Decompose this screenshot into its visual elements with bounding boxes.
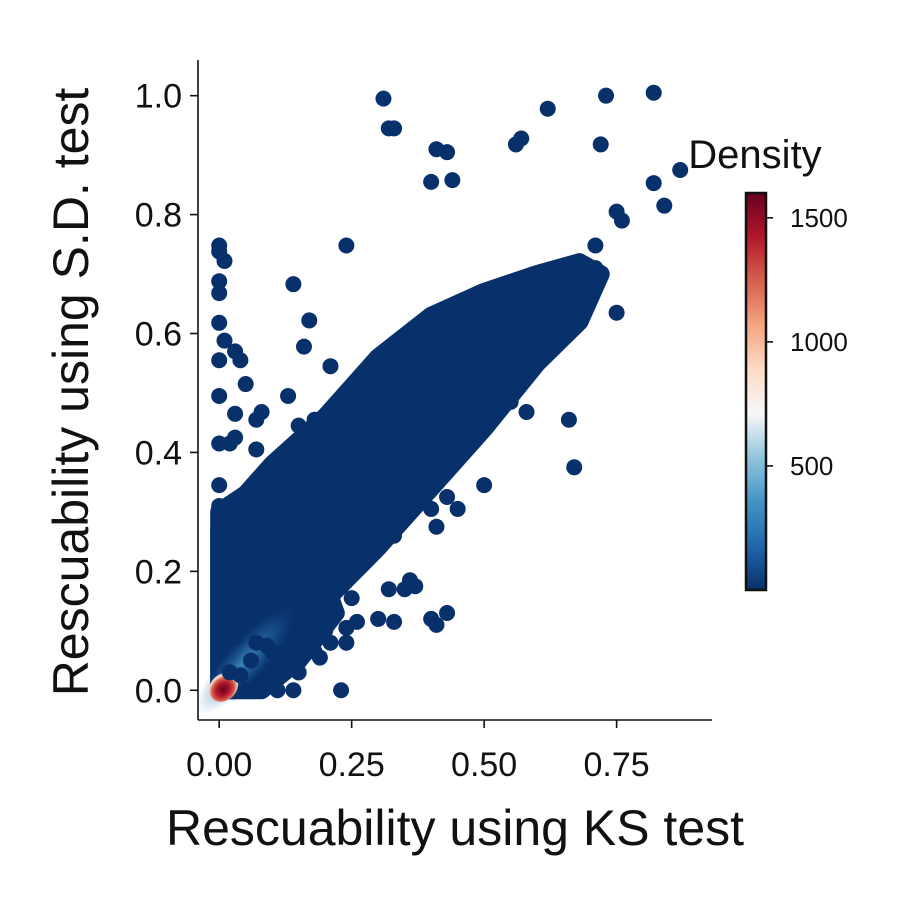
scatter-point xyxy=(227,628,244,645)
scatter-point xyxy=(566,459,583,476)
scatter-point xyxy=(237,521,254,538)
scatter-point xyxy=(269,682,286,699)
y-axis-title: Rescuability using S.D. test xyxy=(43,88,99,697)
scatter-point xyxy=(280,387,297,404)
scatter-point xyxy=(513,130,530,147)
scatter-point xyxy=(216,252,233,269)
colorbar-tick-label: 1500 xyxy=(790,203,848,233)
scatter-point xyxy=(587,260,604,277)
colorbar-tick-label: 500 xyxy=(790,451,833,481)
scatter-point xyxy=(333,682,350,699)
scatter-point xyxy=(338,634,355,651)
scatter-point xyxy=(211,352,228,369)
scatter-point xyxy=(645,84,662,101)
scatter-point xyxy=(211,477,228,494)
scatter-point xyxy=(322,358,339,375)
scatter-point xyxy=(211,497,228,514)
scatter-point xyxy=(253,404,270,420)
scatter-point xyxy=(232,667,249,684)
x-tick-label: 0.00 xyxy=(186,746,252,784)
scatter-point xyxy=(645,175,662,192)
y-tick-label: 0.6 xyxy=(135,316,182,354)
scatter-point xyxy=(396,581,413,598)
scatter-point xyxy=(386,120,403,137)
scatter-point xyxy=(290,417,307,434)
scatter-point xyxy=(211,285,228,302)
colorbar-tick-label: 1000 xyxy=(790,327,848,357)
scatter-point xyxy=(423,173,440,190)
scatter-point xyxy=(592,136,609,153)
scatter-point xyxy=(290,664,307,681)
scatter-point xyxy=(322,634,339,651)
scatter-point xyxy=(444,172,461,189)
scatter-point xyxy=(439,489,456,506)
scatter-point xyxy=(248,441,265,458)
scatter-point xyxy=(216,332,233,349)
scatter-point xyxy=(295,338,312,355)
x-tick-label: 0.75 xyxy=(584,746,650,784)
scatter-point xyxy=(449,500,466,517)
axes: Rescuability using KS test Rescuability … xyxy=(43,60,744,856)
scatter-point xyxy=(380,581,397,598)
y-tick-label: 0.8 xyxy=(135,197,182,235)
scatter-point xyxy=(672,162,689,178)
scatter-point xyxy=(253,682,270,699)
scatter-point xyxy=(285,276,302,293)
scatter-point xyxy=(560,411,577,428)
scatter-point xyxy=(502,393,519,410)
scatter-point xyxy=(211,273,228,290)
scatter-point xyxy=(370,610,387,627)
scatter-point xyxy=(423,500,440,517)
scatter-point xyxy=(242,652,259,669)
scatter-point xyxy=(386,527,403,544)
colorbar-gradient xyxy=(744,191,768,592)
scatter-point xyxy=(237,376,254,393)
x-tick-label: 0.25 xyxy=(319,746,385,784)
colorbar-title: Density xyxy=(688,133,821,177)
scatter-point xyxy=(269,494,286,511)
scatter-point xyxy=(311,649,328,666)
scatter-point xyxy=(227,429,244,446)
y-tick-label: 0.0 xyxy=(135,672,182,710)
scatter-point xyxy=(242,610,259,627)
scatter-point xyxy=(608,304,625,321)
scatter-point xyxy=(539,100,556,117)
scatter-point xyxy=(306,411,323,428)
scatter-point xyxy=(518,404,535,420)
scatter-point xyxy=(428,616,445,633)
scatter-point xyxy=(348,613,365,630)
scatter-point xyxy=(211,387,228,404)
scatter-point xyxy=(338,237,355,254)
y-tick-label: 0.4 xyxy=(135,434,182,472)
scatter-point xyxy=(211,314,228,331)
scatter-point xyxy=(264,643,281,660)
plot-area xyxy=(198,84,689,715)
y-tick-label: 0.2 xyxy=(135,553,182,591)
scatter-point xyxy=(221,575,238,592)
scatter-point xyxy=(598,87,615,104)
scatter-point xyxy=(656,197,673,214)
scatter-point xyxy=(476,477,493,494)
scatter-point xyxy=(439,604,456,621)
x-tick-label: 0.50 xyxy=(451,746,517,784)
scatter-point xyxy=(428,518,445,535)
scatter-point xyxy=(237,682,254,699)
scatter-point xyxy=(613,212,630,229)
scatter-point xyxy=(211,518,228,535)
scatter-point xyxy=(232,352,249,369)
scatter-point xyxy=(301,312,318,329)
scatter-point xyxy=(375,90,392,107)
scatter-point xyxy=(439,144,456,161)
scatter-point xyxy=(587,237,604,254)
scatter-point xyxy=(285,682,302,699)
scatter-point xyxy=(274,655,291,672)
y-tick-label: 1.0 xyxy=(135,78,182,116)
colorbar: Density 500 1000 1500 xyxy=(688,133,848,592)
scatter-point xyxy=(227,405,244,422)
scatter-point xyxy=(232,551,249,568)
scatter-point xyxy=(343,590,360,607)
scatter-point xyxy=(386,613,403,630)
x-axis-title: Rescuability using KS test xyxy=(166,800,744,856)
